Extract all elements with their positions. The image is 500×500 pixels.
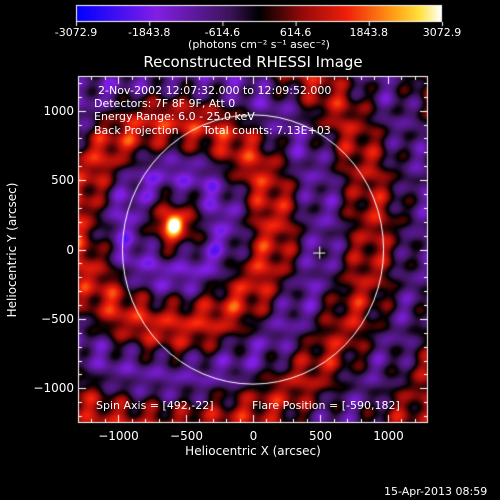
colorbar-tick-label: -614.6 — [204, 26, 241, 39]
y-tick-label: −1000 — [33, 380, 74, 395]
x-tick-label: 0 — [249, 429, 258, 443]
info-method: Back Projection — [94, 124, 179, 137]
timestamp: 15-Apr-2013 08:59 — [384, 485, 488, 498]
info-detectors: Detectors: 7F 8F 9F, Att 0 — [94, 97, 236, 110]
colorbar-tick-label: 1843.8 — [349, 26, 389, 39]
y-tick-label: −500 — [41, 311, 74, 326]
x-tick-label: −1000 — [98, 429, 139, 443]
y-tick-label: 1000 — [43, 103, 74, 118]
x-tick-label: 1000 — [373, 429, 404, 443]
colorbar-tick-label: 3072.9 — [422, 26, 462, 39]
colorbar-tick-label: -1843.8 — [127, 26, 171, 39]
flare-position-label: Flare Position = [-590,182] — [252, 399, 400, 412]
x-tick-label: −500 — [170, 429, 203, 443]
info-energy-range: Energy Range: 6.0 - 25.0 keV — [94, 110, 255, 123]
chart-title: Reconstructed RHESSI Image — [143, 53, 363, 71]
y-tick-label: 500 — [51, 172, 74, 187]
info-total-counts: Total counts: 7.13E+03 — [203, 124, 331, 137]
spin-axis-label: Spin Axis = [492,-22] — [96, 399, 214, 412]
y-axis-label: Heliocentric Y (arcsec) — [5, 182, 19, 318]
colorbar-tick-label: 614.6 — [279, 26, 312, 39]
colorbar-unit: (photons cm⁻² s⁻¹ asec⁻²) — [188, 38, 330, 51]
info-time-range: 2-Nov-2002 12:07:32.000 to 12:09:52.000 — [98, 84, 332, 97]
x-tick-label: 500 — [309, 429, 332, 443]
x-axis-label: Heliocentric X (arcsec) — [185, 444, 321, 458]
colorbar-tick-label: -3072.9 — [54, 26, 98, 39]
y-tick-label: 0 — [66, 242, 74, 257]
